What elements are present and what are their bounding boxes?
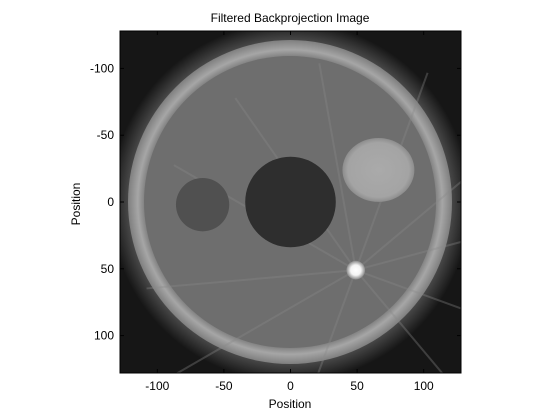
y-tick-label: -50 — [97, 128, 115, 142]
x-tick-label: 100 — [414, 379, 434, 393]
y-tick-label: 100 — [94, 329, 114, 343]
bright-ellipse — [342, 137, 415, 202]
streak-artifact — [317, 269, 357, 373]
x-axis-label: Position — [269, 397, 312, 411]
streak-artifact — [355, 240, 461, 272]
large-dark-disk — [245, 156, 336, 248]
x-tick-label: -50 — [215, 379, 233, 393]
x-tick-label: 0 — [287, 379, 294, 393]
heatmap-image — [120, 31, 461, 373]
bright-spot — [346, 260, 366, 280]
streak-artifact — [318, 63, 357, 271]
phantom-features — [146, 63, 461, 373]
y-axis-ticks: -100 -50 0 50 100 — [90, 61, 461, 343]
y-tick-label: 0 — [107, 195, 114, 209]
x-tick-label: -100 — [145, 379, 169, 393]
chart-title: Filtered Backprojection Image — [211, 11, 370, 25]
small-dark-disk — [175, 178, 230, 232]
streak-artifact — [175, 269, 357, 373]
y-tick-label: 50 — [101, 262, 115, 276]
x-tick-label: 50 — [350, 379, 364, 393]
x-axis-ticks: -100 -50 0 50 100 — [145, 31, 434, 393]
y-tick-label: -100 — [90, 61, 114, 75]
streak-artifact — [146, 269, 356, 290]
y-axis-label: Position — [69, 183, 83, 226]
streak-artifact — [355, 269, 444, 373]
streak-artifact — [355, 269, 461, 310]
streak-artifact — [355, 180, 461, 271]
